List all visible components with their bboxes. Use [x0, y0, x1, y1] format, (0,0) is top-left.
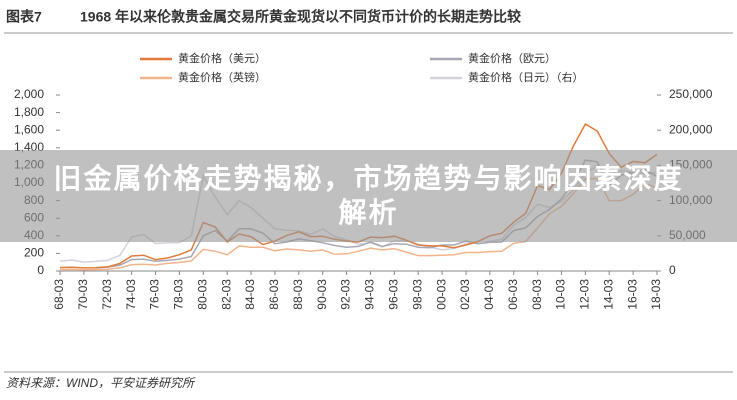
y-tick-label: 1,800 — [14, 105, 44, 119]
x-tick-label: 96-03 — [386, 279, 400, 310]
y-tick-label: 2,000 — [14, 87, 44, 101]
x-tick-label: 12-03 — [578, 279, 592, 310]
banner-text: 旧金属价格走势揭秘，市场趋势与影响因素深度解析 — [53, 163, 684, 228]
y2-tick-label: 200,000 — [669, 122, 713, 136]
x-tick-label: 90-03 — [315, 279, 329, 310]
x-tick-label: 80-03 — [195, 279, 209, 310]
x-tick-label: 74-03 — [124, 279, 138, 310]
legend-label: 黄金价格（美元） — [178, 51, 266, 65]
y2-tick-label: 250,000 — [669, 87, 713, 101]
x-tick-label: 08-03 — [530, 279, 544, 310]
y-tick-label: 0 — [37, 263, 44, 277]
x-tick-label: 82-03 — [219, 279, 233, 310]
figure-label: 图表7 — [6, 9, 42, 25]
y2-tick-label: 0 — [669, 263, 676, 277]
y-tick-label: 1,600 — [14, 122, 44, 136]
x-tick-label: 76-03 — [148, 279, 162, 310]
x-tick-label: 70-03 — [76, 279, 90, 310]
legend-label: 黄金价格（日元）（右） — [468, 70, 584, 84]
x-tick-label: 68-03 — [52, 279, 66, 310]
legend-label: 黄金价格（欧元） — [468, 51, 556, 65]
banner: 旧金属价格走势揭秘，市场趋势与影响因素深度解析 — [0, 150, 737, 242]
x-tick-label: 14-03 — [601, 279, 615, 310]
legend-label: 黄金价格（英镑） — [178, 70, 266, 84]
x-tick-label: 06-03 — [506, 279, 520, 310]
x-tick-label: 98-03 — [410, 279, 424, 310]
x-tick-label: 16-03 — [625, 279, 639, 310]
chart-title: 1968 年以来伦敦贵金属交易所黄金现货以不同货币计价的长期走势比较 — [80, 9, 521, 25]
source: 资料来源：WIND，平安证券研究所 — [6, 376, 196, 390]
x-tick-label: 88-03 — [291, 279, 305, 310]
x-tick-label: 10-03 — [554, 279, 568, 310]
x-tick-label: 04-03 — [482, 279, 496, 310]
x-tick-label: 92-03 — [339, 279, 353, 310]
x-tick-label: 86-03 — [267, 279, 281, 310]
x-tick-label: 72-03 — [100, 279, 114, 310]
y-tick-label: 200 — [24, 246, 44, 260]
x-tick-label: 94-03 — [363, 279, 377, 310]
x-tick-label: 02-03 — [458, 279, 472, 310]
x-tick-label: 00-03 — [434, 279, 448, 310]
x-tick-label: 78-03 — [172, 279, 186, 310]
x-tick-label: 18-03 — [649, 279, 663, 310]
x-tick-label: 84-03 — [243, 279, 257, 310]
